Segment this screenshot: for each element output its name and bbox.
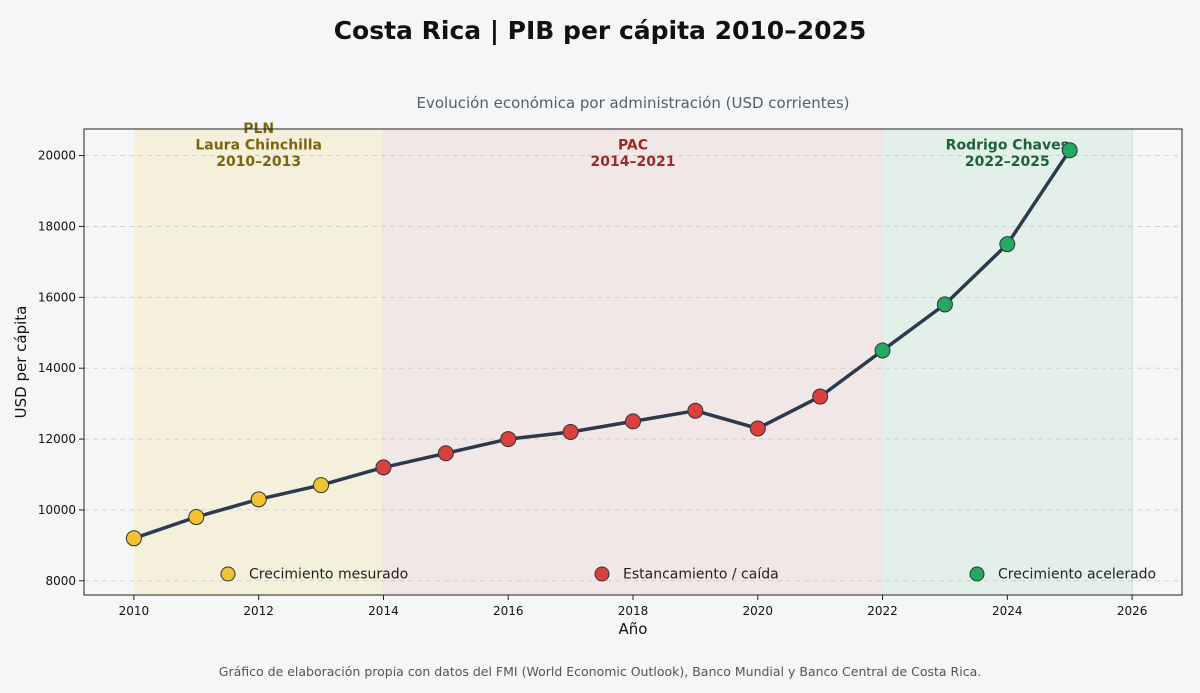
chart-subtitle: Evolución económica por administración (… — [416, 94, 850, 112]
legend-label-mesurado: Crecimiento mesurado — [249, 567, 408, 583]
data-point-2020 — [749, 420, 766, 437]
period-band-2 — [882, 129, 1133, 595]
legend: Crecimiento mesurado Estancamiento / caíd… — [220, 566, 1156, 583]
legend-marker-mesurado — [220, 566, 236, 582]
axes: 2010 2012 2014 2016 2018 2020 2022 2024 2026 8000… — [12, 128, 1183, 638]
data-point-2023 — [936, 296, 953, 313]
x-tick-label-2022: 2022 — [867, 604, 898, 618]
period-label-1-0: PAC — [618, 138, 648, 154]
x-tick-label-2020: 2020 — [742, 604, 773, 618]
y-tick-label-18000: 18000 — [38, 219, 76, 233]
data-point-2019 — [687, 402, 704, 419]
x-tick-label-2010: 2010 — [119, 604, 150, 618]
period-label-2-0: Rodrigo Chaves — [946, 138, 1069, 154]
period-bands — [84, 129, 1182, 595]
data-point-2025 — [1061, 142, 1078, 159]
x-axis-label: Año — [619, 620, 648, 638]
footnote: Gráfico de elaboración propia con datos … — [218, 664, 982, 679]
data-point-2024 — [999, 236, 1016, 253]
x-tick-label-2014: 2014 — [368, 604, 399, 618]
x-tick-label-2024: 2024 — [992, 604, 1023, 618]
data-point-2013 — [313, 477, 330, 494]
period-band-1 — [383, 129, 883, 595]
legend-label-acelerado: Crecimiento acelerado — [998, 567, 1156, 583]
data-point-2011 — [188, 509, 205, 526]
x-tick-label-2016: 2016 — [493, 604, 524, 618]
data-point-2015 — [437, 445, 454, 462]
data-point-2021 — [812, 388, 829, 405]
data-point-2017 — [562, 423, 579, 440]
y-tick-label-8000: 8000 — [45, 574, 76, 588]
data-point-2022 — [874, 342, 891, 359]
period-label-1-1: 2014–2021 — [591, 154, 676, 170]
period-label-0-1: Laura Chinchilla — [195, 138, 322, 154]
data-point-2014 — [375, 459, 392, 476]
series-line — [133, 149, 1072, 540]
legend-marker-acelerado — [969, 566, 985, 582]
legend-marker-estancamiento — [594, 566, 610, 582]
y-axis-label: USD per cápita — [12, 306, 30, 419]
y-tick-label-16000: 16000 — [38, 290, 76, 304]
gdp-series — [125, 142, 1078, 547]
data-point-2018 — [625, 413, 641, 430]
period-label-2-1: 2022–2025 — [965, 154, 1050, 170]
y-tick-label-20000: 20000 — [38, 149, 76, 163]
y-tick-label-14000: 14000 — [38, 361, 76, 375]
grid-lines — [84, 155, 1182, 582]
period-label-0-2: 2010–2013 — [216, 154, 301, 170]
y-tick-label-10000: 10000 — [38, 503, 76, 517]
data-point-2010 — [125, 530, 142, 547]
x-tick-label-2018: 2018 — [618, 604, 649, 618]
x-tick-label-2026: 2026 — [1117, 604, 1148, 618]
data-point-2012 — [250, 491, 267, 508]
data-point-2016 — [500, 431, 517, 448]
y-tick-label-12000: 12000 — [38, 432, 76, 446]
legend-label-estancamiento: Estancamiento / caída — [623, 567, 779, 583]
chart-title: Costa Rica | PIB per cápita 2010–2025 — [333, 16, 867, 45]
period-band-0 — [133, 129, 384, 595]
x-tick-label-2012: 2012 — [243, 604, 274, 618]
